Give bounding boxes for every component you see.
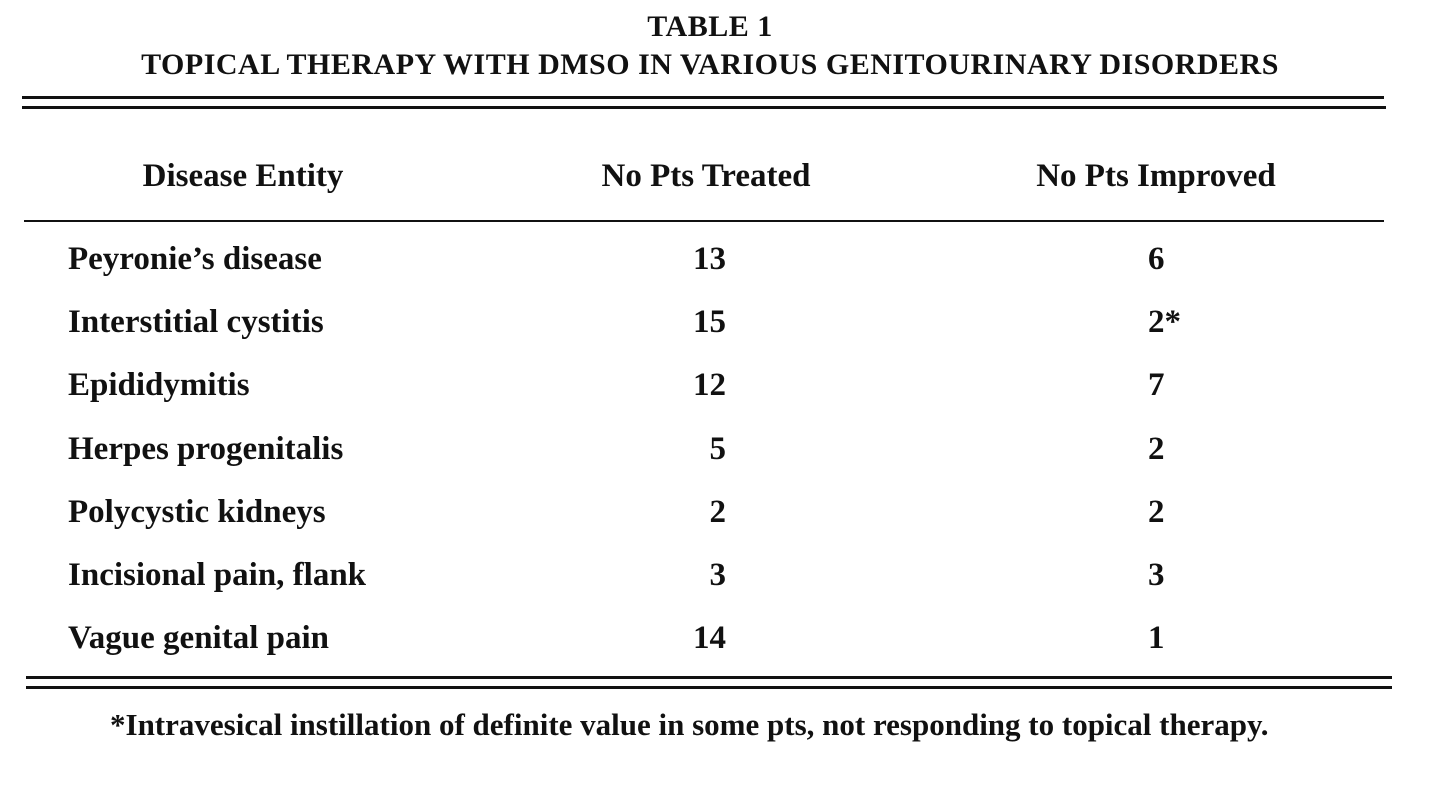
cell: 2*	[1148, 304, 1181, 341]
row-label: Vague genital pain	[68, 620, 330, 657]
cell: 3	[1148, 557, 1165, 593]
rule	[22, 106, 1386, 109]
cell: 5	[709, 430, 727, 467]
rule	[22, 96, 1384, 99]
row-label: Epididymitis	[68, 367, 250, 404]
column-header: Disease Entity	[142, 158, 344, 194]
rule	[24, 220, 1384, 222]
cell: 15	[693, 304, 726, 341]
cell: 12	[693, 367, 726, 404]
row-label: Incisional pain, flank	[68, 557, 367, 593]
rule	[26, 676, 1392, 679]
row-label: Peyronie’s disease	[68, 241, 322, 277]
cell: 14	[693, 620, 726, 657]
row-label: Interstitial cystitis	[68, 304, 324, 341]
footnote: *Intravesical instillation of definite v…	[110, 707, 1269, 742]
column-header: No Pts Treated	[601, 158, 811, 194]
cell: 13	[693, 241, 726, 277]
table-label: TABLE 1	[647, 10, 773, 43]
row-label: Herpes progenitalis	[68, 430, 344, 467]
rule	[26, 686, 1392, 689]
cell: 1	[1148, 620, 1165, 657]
column-header: No Pts Improved	[1036, 158, 1276, 194]
cell: 2	[709, 493, 727, 530]
cell: 6	[1148, 241, 1165, 277]
row-label: Polycystic kidneys	[68, 493, 326, 530]
cell: 3	[709, 557, 727, 593]
cell: 2	[1148, 493, 1165, 530]
cell: 2	[1148, 430, 1165, 467]
table-title: TOPICAL THERAPY WITH DMSO IN VARIOUS GEN…	[141, 48, 1279, 81]
cell: 7	[1148, 367, 1165, 404]
